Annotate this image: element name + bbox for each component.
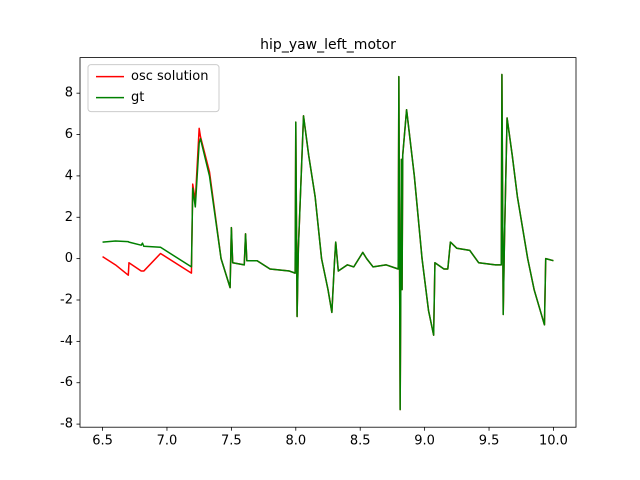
- y-tick-label: 0: [65, 251, 73, 266]
- x-tick-label: 8.5: [350, 434, 371, 449]
- y-tick-label: -6: [60, 375, 73, 390]
- y-tick-label: -8: [60, 417, 73, 432]
- chart-title: hip_yaw_left_motor: [260, 37, 396, 53]
- x-tick-label: 8.0: [285, 434, 306, 449]
- y-tick-label: 6: [65, 127, 73, 142]
- x-tick-label: 6.5: [92, 434, 113, 449]
- y-tick-label: 4: [65, 168, 73, 183]
- x-tick-label: 7.5: [221, 434, 242, 449]
- axes-frame: [79, 57, 577, 428]
- y-tick-label: 2: [65, 210, 73, 225]
- y-tick-label: -2: [60, 293, 73, 308]
- x-tick-label: 9.5: [479, 434, 500, 449]
- x-tick-label: 10.0: [539, 434, 568, 449]
- series-line: [102, 73, 554, 411]
- x-tick-label: 7.0: [157, 434, 178, 449]
- legend-label: osc solution: [131, 69, 209, 84]
- legend-label: gt: [131, 90, 144, 105]
- y-tick-label: -4: [60, 334, 73, 349]
- x-tick-label: 9.0: [414, 434, 435, 449]
- y-tick-label: 8: [65, 86, 73, 101]
